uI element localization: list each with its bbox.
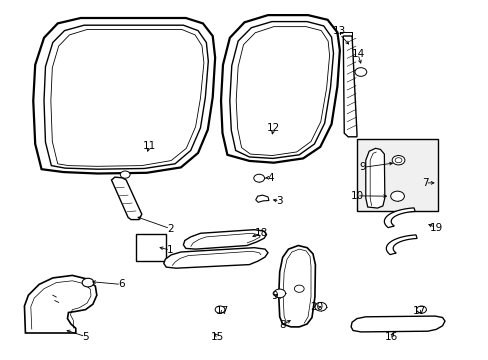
Circle shape xyxy=(294,285,304,292)
Circle shape xyxy=(215,306,224,313)
Text: 20: 20 xyxy=(310,302,323,312)
Polygon shape xyxy=(183,230,266,249)
Circle shape xyxy=(120,171,130,178)
Polygon shape xyxy=(255,195,268,202)
Text: 9: 9 xyxy=(359,162,366,172)
Circle shape xyxy=(354,68,366,76)
Text: 7: 7 xyxy=(421,178,428,188)
Polygon shape xyxy=(163,248,267,268)
Polygon shape xyxy=(111,177,142,220)
Polygon shape xyxy=(386,235,416,255)
Text: 12: 12 xyxy=(266,123,280,133)
Text: 5: 5 xyxy=(82,332,89,342)
Polygon shape xyxy=(350,316,444,332)
Text: 6: 6 xyxy=(118,279,124,289)
Text: 17: 17 xyxy=(215,306,229,316)
Circle shape xyxy=(273,289,285,298)
Circle shape xyxy=(82,278,94,287)
Text: 3: 3 xyxy=(276,196,283,206)
Polygon shape xyxy=(384,208,414,228)
Text: 16: 16 xyxy=(384,332,397,342)
Circle shape xyxy=(394,158,401,163)
Text: 14: 14 xyxy=(350,49,364,59)
Text: 17: 17 xyxy=(412,306,426,316)
Text: 15: 15 xyxy=(210,332,224,342)
Circle shape xyxy=(390,191,404,201)
Polygon shape xyxy=(278,246,315,327)
Bar xyxy=(356,139,437,211)
Text: 4: 4 xyxy=(266,173,273,183)
Circle shape xyxy=(391,156,404,165)
Text: 8: 8 xyxy=(279,320,285,330)
Circle shape xyxy=(416,306,426,313)
Circle shape xyxy=(314,302,326,311)
Text: 9: 9 xyxy=(271,291,278,301)
Polygon shape xyxy=(136,234,166,261)
Text: 1: 1 xyxy=(166,245,173,255)
Text: 10: 10 xyxy=(350,191,363,201)
Polygon shape xyxy=(24,275,97,333)
Circle shape xyxy=(253,174,264,182)
Text: 13: 13 xyxy=(332,26,346,36)
Text: 19: 19 xyxy=(428,222,442,233)
Text: 18: 18 xyxy=(254,228,268,238)
Text: 11: 11 xyxy=(142,141,156,151)
Text: 2: 2 xyxy=(166,224,173,234)
Polygon shape xyxy=(365,148,384,208)
